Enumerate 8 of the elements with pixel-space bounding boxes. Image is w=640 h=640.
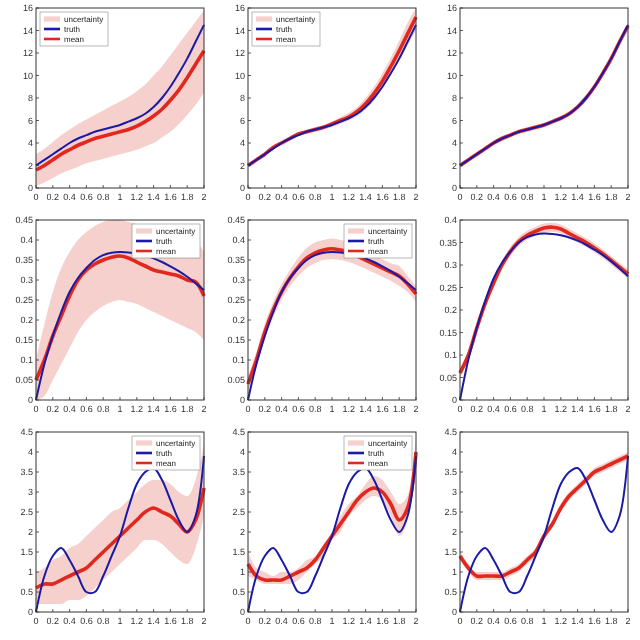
line-series bbox=[247, 455, 417, 613]
line-series bbox=[35, 23, 205, 167]
line-series bbox=[34, 486, 206, 590]
line-series bbox=[35, 250, 205, 401]
line-series bbox=[459, 455, 629, 613]
line-series bbox=[34, 254, 206, 382]
line-series bbox=[459, 232, 629, 401]
line-series bbox=[34, 48, 206, 172]
